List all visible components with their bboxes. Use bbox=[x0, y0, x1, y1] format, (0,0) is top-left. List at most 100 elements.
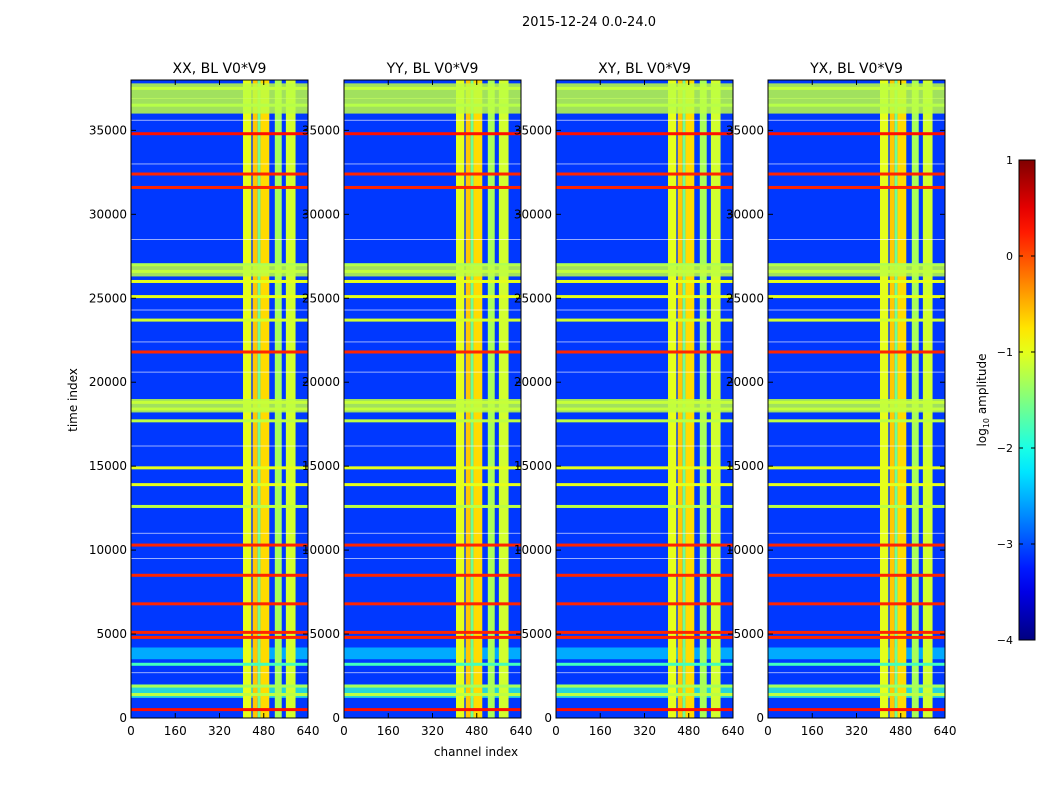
x-tick-label: 160 bbox=[164, 724, 187, 738]
flagged-gap-line bbox=[556, 239, 733, 240]
y-tick-label: 30000 bbox=[514, 207, 552, 221]
heatmap-panels: XX, BL V0*V9 0 160 320 480 640 0 5000 10000 15000… bbox=[89, 61, 957, 738]
flagged-gap-line bbox=[344, 341, 521, 343]
flagged-time-row bbox=[556, 132, 733, 136]
flagged-time-row bbox=[344, 708, 521, 712]
flagged-time-row bbox=[131, 635, 308, 639]
y-tick-label: 15000 bbox=[726, 459, 764, 473]
flagged-time-row bbox=[131, 630, 308, 634]
flagged-gap-line bbox=[131, 309, 308, 311]
y-tick-label: 15000 bbox=[302, 459, 340, 473]
flagged-time-row bbox=[344, 172, 521, 176]
flagged-time-row bbox=[344, 295, 521, 299]
y-tick-label: 35000 bbox=[514, 123, 552, 137]
flagged-time-row bbox=[556, 318, 733, 322]
flagged-time-row bbox=[131, 350, 308, 354]
bright-time-band bbox=[556, 399, 733, 413]
y-tick-label: 30000 bbox=[726, 207, 764, 221]
y-tick-label: 25000 bbox=[726, 291, 764, 305]
flagged-time-row bbox=[344, 573, 521, 577]
flagged-time-row bbox=[131, 662, 308, 666]
colorbar-label: log10 amplitude bbox=[975, 354, 991, 447]
flagged-gap-line bbox=[556, 672, 733, 674]
flagged-time-row bbox=[344, 635, 521, 639]
panel-1: YY, BL V0*V9 0 160 320 480 640 0 5000 10000 15000… bbox=[302, 61, 533, 738]
flagged-gap-line bbox=[556, 309, 733, 311]
flagged-time-row bbox=[768, 279, 945, 283]
flagged-gap-line bbox=[556, 163, 733, 165]
flagged-time-row bbox=[344, 543, 521, 547]
flagged-time-row bbox=[768, 466, 945, 470]
x-tick-label: 0 bbox=[340, 724, 348, 738]
flagged-time-row bbox=[131, 318, 308, 322]
flagged-time-row bbox=[556, 602, 733, 606]
flagged-time-row bbox=[344, 350, 521, 354]
flagged-time-row bbox=[344, 185, 521, 189]
y-axis-label: time index bbox=[66, 368, 80, 432]
flagged-time-row bbox=[556, 692, 733, 696]
y-tick-label: 25000 bbox=[302, 291, 340, 305]
y-tick-label: 20000 bbox=[89, 375, 127, 389]
x-tick-label: 640 bbox=[934, 724, 957, 738]
bright-time-band bbox=[344, 83, 521, 114]
flagged-time-row bbox=[768, 504, 945, 508]
flagged-gap-line bbox=[556, 341, 733, 343]
flagged-gap-line bbox=[768, 163, 945, 165]
flagged-time-row bbox=[556, 504, 733, 508]
bright-time-band bbox=[768, 83, 945, 114]
flagged-time-row bbox=[131, 692, 308, 696]
flagged-time-row bbox=[131, 295, 308, 299]
y-tick-label: 0 bbox=[756, 711, 764, 725]
flagged-time-row bbox=[556, 185, 733, 189]
noise-band bbox=[556, 647, 733, 660]
flagged-gap-line bbox=[344, 371, 521, 373]
y-tick-label: 20000 bbox=[726, 375, 764, 389]
flagged-gap-line bbox=[768, 371, 945, 373]
x-tick-label: 320 bbox=[845, 724, 868, 738]
y-tick-label: 5000 bbox=[733, 627, 764, 641]
x-tick-label: 160 bbox=[801, 724, 824, 738]
y-tick-label: 10000 bbox=[89, 543, 127, 557]
y-tick-label: 0 bbox=[119, 711, 127, 725]
flagged-gap-line bbox=[131, 558, 308, 559]
flagged-gap-line bbox=[556, 532, 733, 534]
flagged-gap-line bbox=[344, 672, 521, 674]
flagged-time-row bbox=[768, 543, 945, 547]
bright-time-band bbox=[344, 399, 521, 413]
flagged-gap-line bbox=[768, 309, 945, 311]
flagged-time-row bbox=[131, 172, 308, 176]
flagged-time-row bbox=[556, 662, 733, 666]
flagged-time-row bbox=[768, 684, 945, 688]
flagged-time-row bbox=[768, 185, 945, 189]
x-tick-label: 320 bbox=[208, 724, 231, 738]
panel-title: YX, BL V0*V9 bbox=[809, 61, 903, 77]
y-tick-label: 15000 bbox=[89, 459, 127, 473]
flagged-time-row bbox=[768, 708, 945, 712]
flagged-time-row bbox=[768, 295, 945, 299]
flagged-gap-line bbox=[768, 341, 945, 343]
bright-time-band bbox=[768, 264, 945, 277]
y-tick-label: 20000 bbox=[302, 375, 340, 389]
flagged-time-row bbox=[768, 692, 945, 696]
x-tick-label: 640 bbox=[297, 724, 320, 738]
flagged-time-row bbox=[556, 630, 733, 634]
colorbar-tick-label: 0 bbox=[1006, 250, 1013, 263]
flagged-gap-line bbox=[344, 239, 521, 240]
x-tick-label: 480 bbox=[889, 724, 912, 738]
colorbar-tick-label: −2 bbox=[997, 442, 1013, 455]
flagged-time-row bbox=[556, 279, 733, 283]
flagged-time-row bbox=[556, 350, 733, 354]
flagged-time-row bbox=[131, 504, 308, 508]
x-tick-label: 480 bbox=[677, 724, 700, 738]
flagged-time-row bbox=[344, 483, 521, 487]
y-tick-label: 0 bbox=[332, 711, 340, 725]
flagged-time-row bbox=[768, 662, 945, 666]
y-tick-label: 30000 bbox=[89, 207, 127, 221]
flagged-time-row bbox=[344, 684, 521, 688]
flagged-time-row bbox=[344, 419, 521, 423]
flagged-time-row bbox=[768, 318, 945, 322]
flagged-gap-line bbox=[344, 119, 521, 121]
colorbar-gradient bbox=[1018, 159, 1036, 641]
flagged-time-row bbox=[344, 602, 521, 606]
colorbar: 1 0 −1 −2 −3 −4 log10 amplitude bbox=[975, 154, 1036, 647]
